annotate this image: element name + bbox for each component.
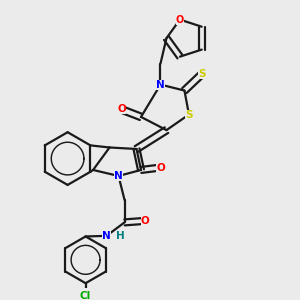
Text: O: O xyxy=(176,15,184,25)
Text: N: N xyxy=(156,80,165,90)
Text: N: N xyxy=(114,171,123,181)
Text: Cl: Cl xyxy=(80,291,91,300)
Text: S: S xyxy=(198,69,206,79)
Text: O: O xyxy=(140,216,149,226)
Text: S: S xyxy=(185,110,193,119)
Text: O: O xyxy=(117,104,126,114)
Text: O: O xyxy=(156,163,165,172)
Text: H: H xyxy=(116,231,124,241)
Text: N: N xyxy=(102,231,111,241)
